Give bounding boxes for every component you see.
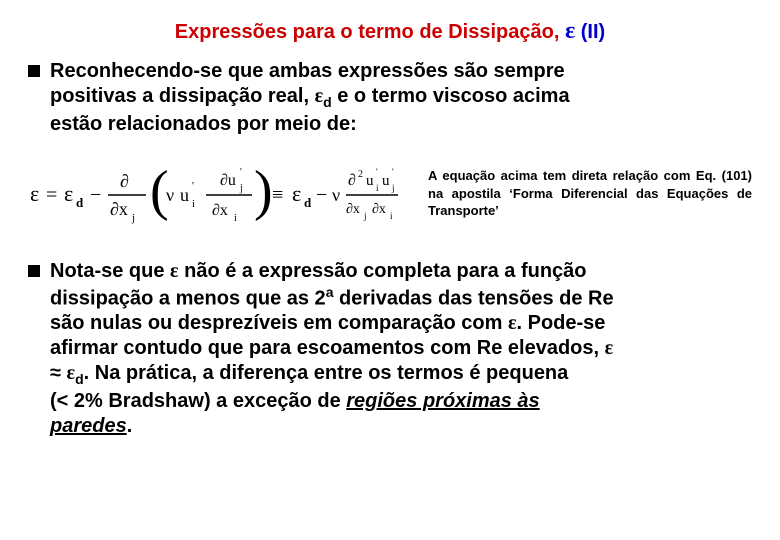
b1-eps: ε: [315, 85, 324, 107]
b1-l3: estão relacionados por meio de:: [50, 113, 357, 135]
slide-title: Expressões para o termo de Dissipação, ε…: [28, 18, 752, 45]
svg-text:ν: ν: [332, 185, 340, 205]
svg-text:u: u: [366, 173, 374, 189]
svg-text:i: i: [234, 213, 237, 224]
slide-root: Expressões para o termo de Dissipação, ε…: [0, 0, 780, 540]
bullet-2-marker: [28, 265, 40, 277]
b2-dot: .: [127, 415, 133, 437]
b2-t5: são nulas ou desprezíveis em comparação …: [50, 312, 508, 334]
bullet-1: Reconhecendo-se que ambas expressões são…: [28, 59, 752, 137]
svg-text:∂: ∂: [348, 172, 356, 189]
b2-t4: derivadas das tensões de Re: [333, 287, 613, 309]
svg-text:ε: ε: [292, 181, 301, 206]
bullet-2-text: Nota-se que ε não é a expressão completa…: [50, 259, 614, 439]
svg-text:ε: ε: [64, 181, 73, 206]
svg-text:d: d: [304, 195, 312, 210]
bullet-2: Nota-se que ε não é a expressão completa…: [28, 259, 752, 439]
b2-t2: não é a expressão completa para a função: [179, 260, 587, 282]
svg-text:': ': [240, 167, 242, 178]
b1-l2a: positivas a dissipação real,: [50, 85, 315, 107]
svg-text:': ': [192, 180, 194, 192]
b1-l1: Reconhecendo-se que ambas expressões são…: [50, 60, 565, 82]
svg-text:−: −: [90, 184, 101, 206]
svg-text:j: j: [391, 183, 395, 193]
title-suffix: (II): [575, 21, 605, 43]
svg-text:): ): [254, 160, 273, 222]
b2-t1: Nota-se que: [50, 260, 170, 282]
svg-text:ν: ν: [166, 185, 174, 205]
svg-text:2: 2: [358, 169, 363, 180]
b2-t3: dissipação a menos que as 2: [50, 287, 326, 309]
bullet-1-text: Reconhecendo-se que ambas expressões são…: [50, 59, 570, 137]
svg-text:∂x: ∂x: [212, 202, 228, 219]
title-epsilon: ε: [565, 18, 575, 44]
b2-u1: regiões próximas às: [346, 390, 539, 412]
b2-sub-d2: d: [75, 371, 84, 387]
equation-image: ε = ε d − ∂ ∂x j ( ) ν u ': [28, 151, 398, 237]
svg-text:': ': [376, 167, 378, 177]
b1-l2b: e o termo viscoso acima: [332, 85, 570, 107]
svg-text:=: =: [46, 184, 57, 206]
svg-text:': ': [392, 167, 394, 177]
svg-text:i: i: [390, 211, 393, 221]
b2-eps1: ε: [170, 260, 179, 282]
svg-text:i: i: [376, 183, 379, 193]
b2-eps4: ε: [67, 362, 76, 384]
equation-note: A equação acima tem direta relação com E…: [398, 167, 752, 220]
svg-text:∂x: ∂x: [372, 202, 386, 217]
b2-eps2: ε: [508, 312, 517, 334]
b2-u2: paredes: [50, 415, 127, 437]
svg-text:u: u: [180, 185, 189, 205]
b2-t9: . Na prática, a diferença entre os termo…: [84, 362, 569, 384]
bullet-1-marker: [28, 65, 40, 77]
b2-eps3: ε: [605, 337, 614, 359]
equation-row: ε = ε d − ∂ ∂x j ( ) ν u ': [28, 151, 752, 237]
svg-text:ε: ε: [30, 181, 39, 206]
title-prefix: Expressões para o termo de Dissipação,: [175, 21, 565, 43]
b2-t7: afirmar contudo que para escoamentos com…: [50, 337, 605, 359]
equation-svg: ε = ε d − ∂ ∂x j ( ) ν u ': [28, 151, 398, 237]
svg-text:j: j: [131, 212, 135, 224]
svg-text:∂x: ∂x: [346, 202, 360, 217]
b2-t8: ≈: [50, 362, 67, 384]
svg-text:−: −: [316, 184, 327, 206]
b1-sub-d: d: [323, 94, 332, 110]
svg-text:∂: ∂: [120, 171, 129, 191]
svg-text:j: j: [239, 183, 243, 194]
svg-text:d: d: [76, 195, 84, 210]
svg-text:i: i: [192, 198, 195, 210]
svg-text:∂x: ∂x: [110, 199, 128, 219]
svg-text:u: u: [382, 173, 390, 189]
b2-t10: (< 2% Bradshaw) a exceção de: [50, 390, 346, 412]
svg-text:∂u: ∂u: [220, 172, 236, 189]
svg-text:≡: ≡: [272, 184, 283, 206]
svg-text:j: j: [363, 211, 367, 221]
b2-t6: . Pode-se: [517, 312, 606, 334]
